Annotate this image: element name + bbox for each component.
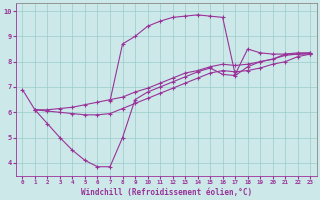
X-axis label: Windchill (Refroidissement éolien,°C): Windchill (Refroidissement éolien,°C) bbox=[81, 188, 252, 197]
